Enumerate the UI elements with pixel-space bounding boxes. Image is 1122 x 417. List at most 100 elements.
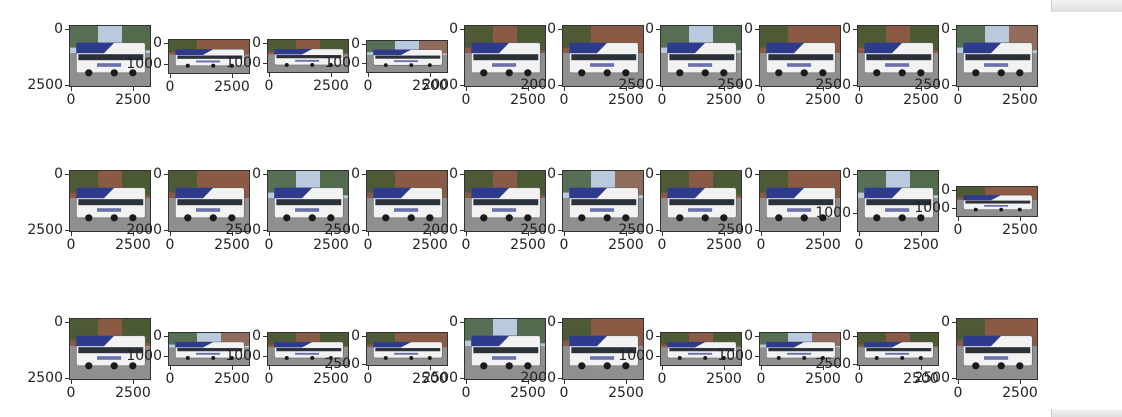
y-tick-label: 0 bbox=[645, 21, 654, 37]
axis-tick-mark bbox=[269, 366, 270, 370]
subplot-axes bbox=[366, 332, 448, 366]
axis-tick-mark bbox=[853, 85, 857, 86]
axis-tick-mark bbox=[853, 29, 857, 30]
axis-tick-mark bbox=[466, 87, 467, 91]
subplot-axes bbox=[759, 332, 841, 366]
y-tick-label: 2500 bbox=[914, 370, 950, 386]
bus-photo bbox=[70, 26, 150, 86]
x-tick-label: 0 bbox=[559, 385, 569, 401]
axis-tick-mark bbox=[564, 380, 565, 384]
bus-photo bbox=[169, 171, 249, 231]
axis-tick-mark bbox=[263, 43, 267, 44]
y-tick-label: 1000 bbox=[914, 199, 950, 216]
subplot-axes bbox=[267, 39, 349, 73]
scroll-up-button[interactable] bbox=[1051, 0, 1122, 12]
axis-tick-mark bbox=[662, 232, 663, 236]
x-tick-label: 0 bbox=[461, 237, 471, 253]
axis-tick-mark bbox=[755, 230, 759, 231]
x-tick-label: 2500 bbox=[115, 92, 151, 108]
subplot-axes bbox=[168, 170, 250, 232]
bus-photo bbox=[858, 171, 938, 231]
bus-photo bbox=[760, 26, 840, 86]
x-tick-label: 2500 bbox=[706, 92, 742, 108]
y-tick-label: 2500 bbox=[618, 222, 654, 238]
axis-tick-mark bbox=[460, 29, 464, 30]
bus-photo bbox=[957, 187, 1037, 216]
bus-photo bbox=[70, 319, 150, 379]
y-tick-label: 0 bbox=[252, 35, 261, 51]
axis-tick-mark bbox=[920, 87, 922, 91]
y-tick-label: 2500 bbox=[27, 222, 63, 238]
x-tick-label: 2500 bbox=[313, 237, 349, 253]
subplot-axes bbox=[69, 25, 151, 87]
axis-tick-mark bbox=[231, 366, 233, 370]
scroll-down-button[interactable] bbox=[1051, 409, 1122, 417]
axis-tick-mark bbox=[164, 63, 168, 65]
axis-tick-mark bbox=[71, 87, 72, 91]
bus-photo bbox=[465, 26, 545, 86]
y-tick-label: 2000 bbox=[422, 222, 458, 238]
axis-tick-mark bbox=[558, 85, 562, 86]
y-tick-label: 0 bbox=[645, 328, 654, 344]
axis-tick-mark bbox=[920, 232, 922, 236]
subplot-axes bbox=[660, 332, 742, 366]
axis-tick-mark bbox=[263, 174, 267, 175]
subplot-axes bbox=[956, 25, 1038, 87]
axis-tick-mark bbox=[65, 29, 69, 30]
y-tick-label: 0 bbox=[449, 314, 458, 330]
bus-photo bbox=[465, 171, 545, 231]
y-tick-label: 0 bbox=[941, 182, 950, 198]
x-tick-label: 2500 bbox=[1002, 222, 1038, 238]
axis-tick-mark bbox=[755, 85, 759, 86]
y-tick-label: 1000 bbox=[225, 347, 261, 364]
y-tick-label: 2500 bbox=[324, 356, 360, 372]
y-tick-label: 0 bbox=[842, 166, 851, 182]
bus-photo bbox=[169, 333, 249, 365]
axis-tick-mark bbox=[269, 232, 270, 236]
axis-tick-mark bbox=[368, 232, 369, 236]
x-tick-label: 0 bbox=[854, 371, 864, 387]
bus-photo bbox=[268, 40, 348, 72]
axis-tick-mark bbox=[656, 355, 660, 357]
bus-photo bbox=[465, 319, 545, 379]
axis-tick-mark bbox=[263, 336, 267, 337]
y-tick-label: 2000 bbox=[520, 370, 556, 386]
y-tick-label: 0 bbox=[153, 166, 162, 182]
x-tick-label: 2500 bbox=[510, 92, 546, 108]
bus-photo bbox=[367, 171, 447, 231]
axis-tick-mark bbox=[723, 232, 725, 236]
axis-tick-mark bbox=[558, 29, 562, 30]
bus-photo bbox=[268, 171, 348, 231]
axis-tick-mark bbox=[362, 364, 366, 365]
subplot-axes bbox=[267, 332, 349, 366]
y-tick-label: 1000 bbox=[126, 55, 162, 72]
x-tick-label: 0 bbox=[953, 222, 963, 238]
axis-tick-mark bbox=[656, 174, 660, 175]
x-tick-label: 0 bbox=[363, 78, 373, 94]
bus-photo bbox=[858, 26, 938, 86]
y-tick-label: 0 bbox=[54, 314, 63, 330]
y-tick-label: 2500 bbox=[520, 222, 556, 238]
axis-tick-mark bbox=[362, 230, 366, 231]
y-tick-label: 2000 bbox=[422, 77, 458, 93]
axis-tick-mark bbox=[656, 230, 660, 231]
subplot-axes bbox=[69, 318, 151, 380]
axis-tick-mark bbox=[952, 190, 956, 191]
y-tick-label: 0 bbox=[351, 36, 360, 52]
x-tick-label: 0 bbox=[264, 371, 274, 387]
axis-tick-mark bbox=[723, 366, 725, 370]
axis-tick-mark bbox=[368, 366, 369, 370]
axis-tick-mark bbox=[65, 230, 69, 231]
axis-tick-mark bbox=[625, 232, 627, 236]
y-tick-label: 0 bbox=[744, 328, 753, 344]
axis-tick-mark bbox=[71, 232, 72, 236]
y-tick-label: 0 bbox=[54, 166, 63, 182]
y-tick-label: 2500 bbox=[914, 77, 950, 93]
axis-tick-mark bbox=[330, 366, 332, 370]
x-tick-label: 2500 bbox=[608, 92, 644, 108]
x-tick-label: 2500 bbox=[903, 237, 939, 253]
axis-tick-mark bbox=[656, 336, 660, 337]
x-tick-label: 0 bbox=[363, 237, 373, 253]
axis-tick-mark bbox=[527, 380, 529, 384]
